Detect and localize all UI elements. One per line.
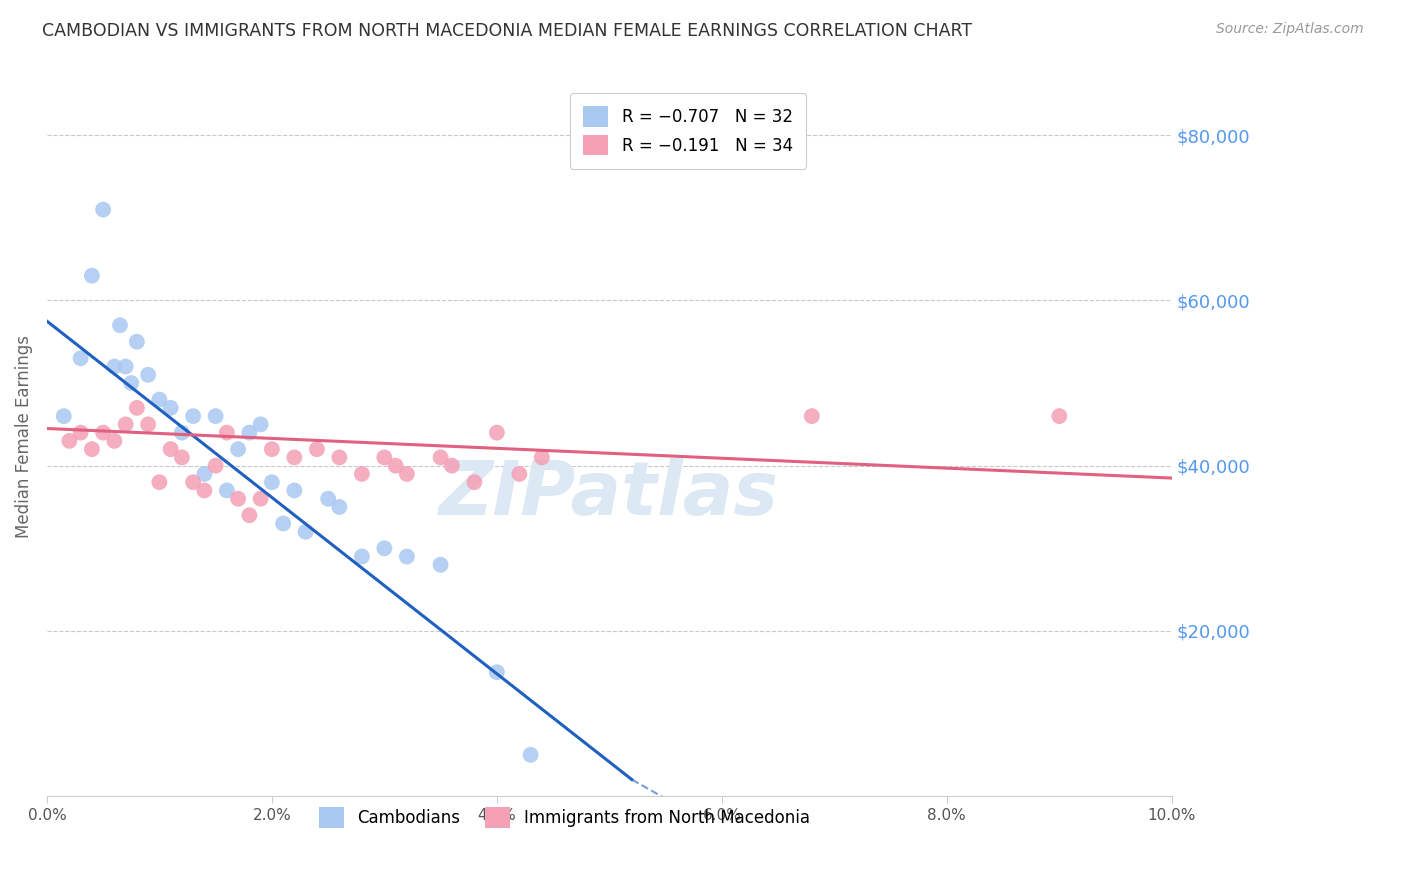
Point [125, 334, 148, 349]
Point [373, 541, 395, 556]
Point [283, 483, 305, 498]
Point [125, 401, 148, 415]
Point [1047, 409, 1070, 423]
Point [170, 450, 193, 465]
Point [238, 508, 260, 523]
Point [159, 401, 181, 415]
Point [226, 442, 249, 457]
Point [508, 467, 530, 481]
Point [193, 483, 215, 498]
Point [395, 549, 418, 564]
Point [181, 409, 204, 423]
Point [249, 417, 271, 432]
Point [215, 425, 238, 440]
Point [316, 491, 339, 506]
Point [103, 359, 125, 374]
Point [530, 450, 553, 465]
Point [80, 268, 103, 283]
Point [328, 500, 350, 514]
Point [114, 417, 136, 432]
Point [226, 491, 249, 506]
Point [485, 665, 508, 680]
Point [260, 475, 283, 490]
Point [215, 483, 238, 498]
Point [69, 351, 91, 366]
Point [429, 558, 451, 572]
Point [136, 368, 159, 382]
Point [384, 458, 406, 473]
Text: Source: ZipAtlas.com: Source: ZipAtlas.com [1216, 22, 1364, 37]
Point [69, 425, 91, 440]
Point [463, 475, 485, 490]
Point [58, 434, 80, 448]
Point [350, 467, 373, 481]
Point [148, 475, 170, 490]
Point [429, 450, 451, 465]
Text: CAMBODIAN VS IMMIGRANTS FROM NORTH MACEDONIA MEDIAN FEMALE EARNINGS CORRELATION : CAMBODIAN VS IMMIGRANTS FROM NORTH MACED… [42, 22, 973, 40]
Point [271, 516, 294, 531]
Point [103, 434, 125, 448]
Point [305, 442, 328, 457]
Point [238, 425, 260, 440]
Point [294, 524, 316, 539]
Point [204, 458, 226, 473]
Point [136, 417, 159, 432]
Point [328, 450, 350, 465]
Point [485, 425, 508, 440]
Point [440, 458, 463, 473]
Point [249, 491, 271, 506]
Point [120, 376, 142, 390]
Point [395, 467, 418, 481]
Point [193, 467, 215, 481]
Point [108, 318, 131, 333]
Point [80, 442, 103, 457]
Point [373, 450, 395, 465]
Point [159, 442, 181, 457]
Point [114, 359, 136, 374]
Y-axis label: Median Female Earnings: Median Female Earnings [15, 335, 32, 538]
Point [52, 409, 75, 423]
Point [148, 392, 170, 407]
Point [181, 475, 204, 490]
Point [170, 425, 193, 440]
Point [260, 442, 283, 457]
Point [91, 202, 114, 217]
Point [519, 747, 541, 762]
Point [204, 409, 226, 423]
Point [350, 549, 373, 564]
Point [800, 409, 823, 423]
Text: ZIPatlas: ZIPatlas [439, 458, 779, 531]
Legend: Cambodians, Immigrants from North Macedonia: Cambodians, Immigrants from North Macedo… [312, 801, 817, 835]
Point [91, 425, 114, 440]
Point [283, 450, 305, 465]
